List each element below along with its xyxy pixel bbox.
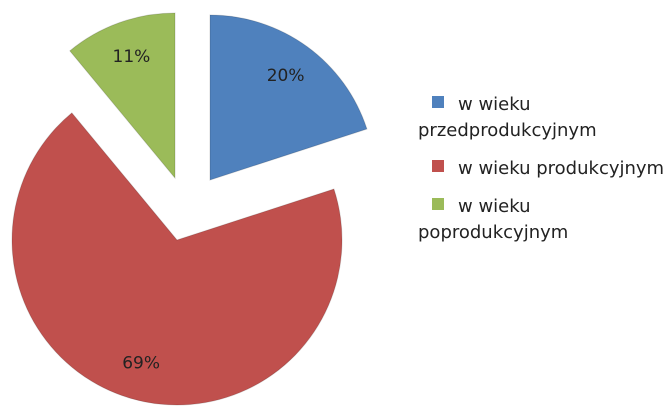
legend-swatch: [432, 160, 444, 172]
legend: w wieku przedprodukcyjnym w wieku produkc…: [418, 92, 672, 258]
legend-label: w wieku produkcyjnym: [458, 158, 665, 179]
pie-slice: [209, 14, 368, 181]
pie-slice: [69, 12, 176, 180]
data-label: 11%: [113, 47, 151, 67]
legend-item: w wieku przedprodukcyjnym: [418, 92, 672, 144]
legend-swatch: [432, 198, 444, 210]
legend-label: w wieku poprodukcyjnym: [418, 196, 569, 243]
pie-slice: [11, 112, 343, 406]
data-label: 69%: [122, 354, 160, 374]
data-label: 20%: [267, 66, 305, 86]
legend-swatch: [432, 96, 444, 108]
legend-item: w wieku poprodukcyjnym: [418, 194, 672, 246]
pie-area: 20% 69% 11%: [11, 12, 368, 406]
legend-label: w wieku przedprodukcyjnym: [418, 94, 597, 141]
legend-item: w wieku produkcyjnym: [418, 156, 672, 182]
